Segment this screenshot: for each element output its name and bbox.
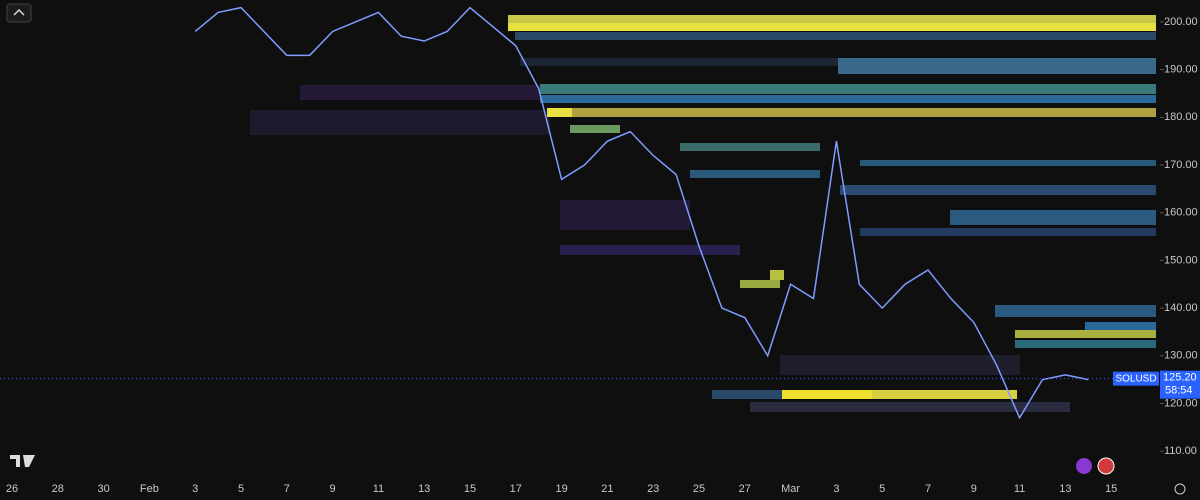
x-tick-label: 23 [647,483,659,495]
logo [10,455,35,467]
y-tick-label: 150.00 [1164,254,1198,266]
chevron-icon [13,8,25,16]
x-tick-label: Mar [781,483,800,495]
x-tick-label: 3 [833,483,839,495]
x-tick-label: 26 [6,483,18,495]
x-tick-label: 9 [971,483,977,495]
settings-icon[interactable] [1174,483,1186,495]
x-tick-label: 3 [192,483,198,495]
symbol-label: SOLUSD [1115,373,1156,384]
countdown-label: 58:54 [1165,385,1193,397]
x-tick-label: 28 [52,483,64,495]
x-tick-label: 17 [510,483,522,495]
x-tick-label: 25 [693,483,705,495]
symbol-tag [1113,371,1159,386]
price-label: 125.20 [1163,372,1197,384]
x-tick-label: Feb [140,483,159,495]
x-tick-label: 15 [1105,483,1117,495]
price-tag [1160,370,1200,399]
x-tick-label: 7 [284,483,290,495]
y-tick-label: 160.00 [1164,207,1198,219]
x-tick-label: 13 [1059,483,1071,495]
collapse-button[interactable] [6,3,32,23]
y-tick-label: 110.00 [1164,445,1197,457]
x-tick-label: 7 [925,483,931,495]
x-tick-label: 11 [373,483,384,495]
flag-icon[interactable] [1097,457,1115,475]
x-tick-label: 30 [97,483,109,495]
y-tick-label: 140.00 [1164,302,1198,314]
y-tick-label: 190.00 [1164,64,1198,76]
x-tick-label: 9 [330,483,336,495]
x-tick-label: 27 [739,483,751,495]
y-tick-label: 120.00 [1164,397,1198,409]
x-tick-label: 5 [879,483,885,495]
x-tick-label: 5 [238,483,244,495]
y-tick-label: 170.00 [1164,159,1198,171]
x-tick-label: 19 [555,483,567,495]
heatmap [250,15,1156,412]
x-tick-label: 21 [601,483,613,495]
y-tick-label: 200.00 [1164,16,1198,28]
x-tick-label: 15 [464,483,476,495]
price-line [194,6,1089,420]
flash-icon[interactable] [1076,458,1092,474]
y-tick-label: 180.00 [1164,111,1198,123]
x-tick-label: 13 [418,483,430,495]
y-tick-label: 130.00 [1164,350,1198,362]
x-tick-label: 11 [1014,483,1025,495]
